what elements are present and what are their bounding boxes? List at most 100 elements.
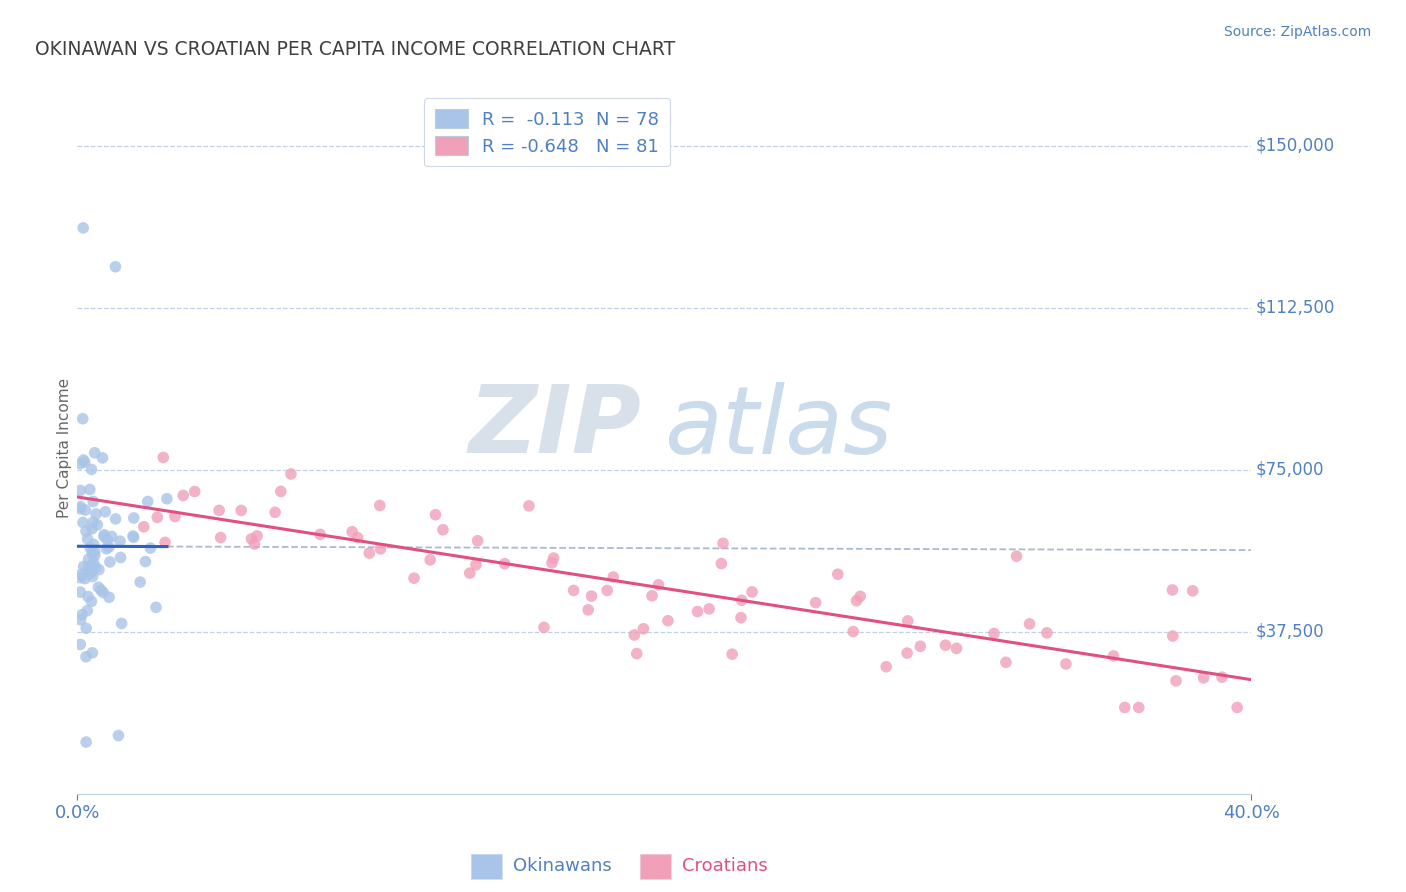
Point [1114,700,1136,714]
Point [264,505,287,519]
Point [87,580,110,594]
Point [146,510,169,524]
Point [402,571,425,585]
Point [73,455,96,469]
Point [1164,673,1187,688]
Point [83,537,105,551]
Point [849,589,872,603]
Point [77,566,100,581]
Point [562,583,585,598]
Point [80,522,103,536]
Point [641,589,664,603]
Point [541,556,564,570]
Point [91,450,114,465]
Point [83,556,105,570]
Point [368,499,391,513]
Point [76,532,98,546]
Point [602,570,624,584]
Point [346,531,368,545]
Point [419,553,441,567]
Point [1018,616,1040,631]
Point [96,533,118,547]
Point [1192,671,1215,685]
Point [104,260,127,274]
Point [111,616,134,631]
Point [69,567,91,582]
Point [72,220,94,235]
Point [596,583,619,598]
Text: OKINAWAN VS CROATIAN PER CAPITA INCOME CORRELATION CHART: OKINAWAN VS CROATIAN PER CAPITA INCOME C… [35,40,675,59]
Point [626,647,648,661]
Point [82,516,104,530]
Point [72,559,94,574]
Point [75,621,97,635]
Point [209,531,232,545]
Point [82,646,104,660]
Point [842,624,865,639]
Point [697,602,720,616]
Text: ZIP: ZIP [468,382,641,474]
Point [93,529,115,543]
Point [145,600,167,615]
Point [75,524,97,538]
Point [910,640,932,654]
Point [75,649,97,664]
Point [98,555,121,569]
Point [77,560,100,574]
Point [72,453,94,467]
Point [730,610,752,624]
Point [134,555,156,569]
Text: Source: ZipAtlas.com: Source: ZipAtlas.com [1223,25,1371,39]
Point [1211,670,1233,684]
Point [432,523,454,537]
Point [84,507,107,521]
Point [845,593,868,607]
Point [543,551,565,566]
Point [132,520,155,534]
Point [1161,629,1184,643]
Point [107,729,129,743]
Point [494,557,516,571]
Point [1054,657,1077,671]
Point [309,527,332,541]
Point [98,591,121,605]
Point [83,544,105,558]
Point [623,628,645,642]
Text: $75,000: $75,000 [1256,461,1324,479]
Point [83,548,105,562]
Point [465,558,488,572]
Point [69,500,91,514]
Point [183,484,205,499]
Point [425,508,447,522]
Point [711,536,734,550]
Point [98,540,121,554]
Point [945,641,967,656]
Point [122,530,145,544]
Text: atlas: atlas [665,382,893,473]
Legend: R =  -0.113  N = 78, R = -0.648   N = 81: R = -0.113 N = 78, R = -0.648 N = 81 [425,98,669,167]
Point [1005,549,1028,564]
Point [153,535,176,549]
Point [93,528,115,542]
Point [340,524,363,539]
Point [110,550,132,565]
Point [69,457,91,471]
Point [69,501,91,516]
Point [70,607,93,622]
Point [208,503,231,517]
Point [240,532,263,546]
Point [79,564,101,578]
Point [896,646,918,660]
Point [79,541,101,555]
Point [72,516,94,530]
Point [75,503,97,517]
Point [633,622,655,636]
Point [458,566,481,581]
Point [1226,700,1249,714]
Point [82,546,104,560]
Point [139,541,162,555]
Point [69,483,91,498]
Point [80,462,103,476]
Point [75,735,97,749]
Point [576,603,599,617]
